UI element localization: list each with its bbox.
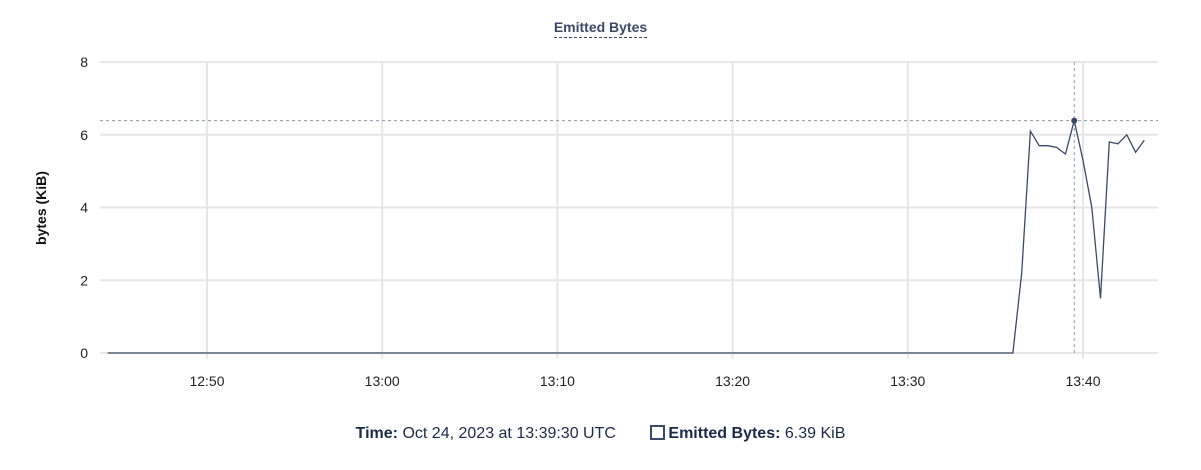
series-label: Emitted Bytes: xyxy=(668,425,781,442)
y-axis-label: bytes (KiB) xyxy=(33,171,49,245)
series-checkbox[interactable] xyxy=(650,425,666,440)
series-line xyxy=(107,120,1145,354)
y-tick-label: 8 xyxy=(80,54,88,70)
hover-legend: Time: Oct 24, 2023 at 13:39:30 UTC Emitt… xyxy=(0,425,1201,443)
chart-title[interactable]: Emitted Bytes xyxy=(0,19,1201,38)
series-value: 6.39 KiB xyxy=(784,425,846,442)
x-tick-label: 13:00 xyxy=(365,373,400,389)
x-tick-label: 13:20 xyxy=(715,373,750,389)
x-tick-label: 13:30 xyxy=(890,373,925,389)
y-tick-label: 2 xyxy=(80,272,88,288)
x-tick-label: 13:40 xyxy=(1065,373,1100,389)
time-label: Time: xyxy=(355,425,399,442)
chart-title-text[interactable]: Emitted Bytes xyxy=(553,19,648,38)
time-value: Oct 24, 2023 at 13:39:30 UTC xyxy=(402,425,616,442)
x-tick-label: 13:10 xyxy=(540,373,575,389)
y-tick-label: 0 xyxy=(80,345,88,361)
y-tick-label: 6 xyxy=(80,127,88,143)
hover-point xyxy=(1071,117,1078,124)
x-tick-label: 12:50 xyxy=(189,373,224,389)
y-tick-label: 4 xyxy=(80,200,88,216)
